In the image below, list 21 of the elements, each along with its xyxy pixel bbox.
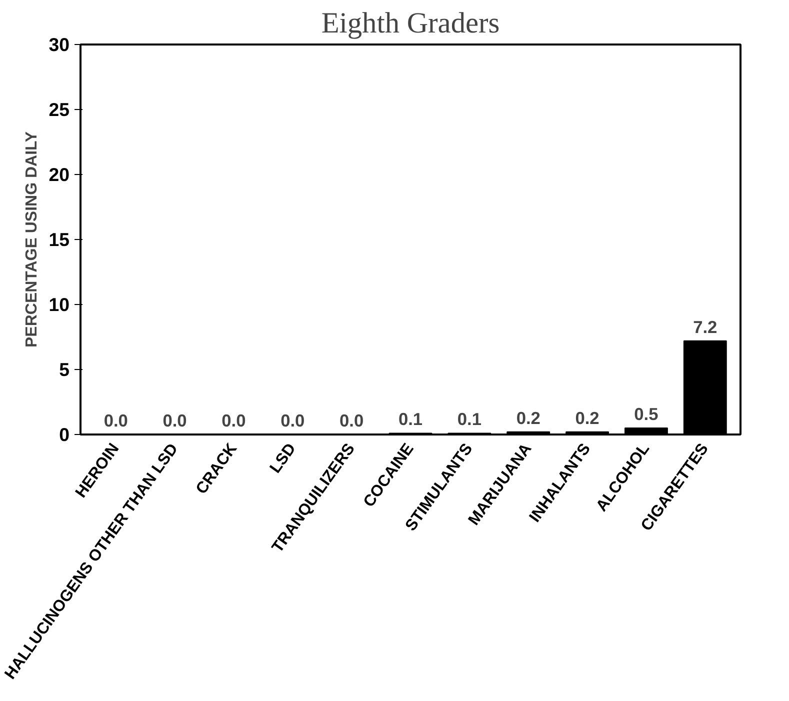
data-label: 0.5 <box>634 404 659 424</box>
data-label: 0.2 <box>516 408 540 428</box>
data-label: 0.1 <box>398 409 423 430</box>
data-label: 0.0 <box>280 410 305 430</box>
y-tick-label: 15 <box>48 229 70 250</box>
data-label: 0.1 <box>457 409 482 430</box>
y-tick-label: 25 <box>48 99 70 120</box>
data-label: 0.2 <box>575 408 600 428</box>
data-label: 7.2 <box>693 316 718 337</box>
chart-title: Eighth Graders <box>321 8 500 40</box>
data-label: 0.0 <box>340 410 364 430</box>
data-label: 0.0 <box>222 410 246 430</box>
y-tick-label: 0 <box>59 424 70 445</box>
y-tick-label: 20 <box>48 164 70 185</box>
data-label: 0.0 <box>162 410 187 430</box>
y-axis-title: PERCENTAGE USING DAILY <box>24 131 41 348</box>
bar <box>683 340 727 434</box>
y-tick-label: 5 <box>59 359 70 380</box>
data-label: 0.0 <box>104 410 128 430</box>
y-tick-label: 30 <box>48 34 70 55</box>
y-tick-label: 10 <box>48 294 70 315</box>
